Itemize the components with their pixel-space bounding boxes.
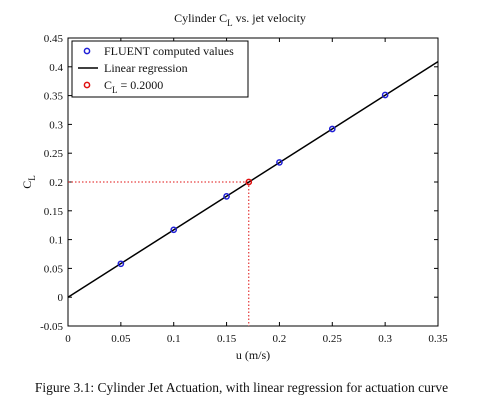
axis-ticks: 0 0.05 0.1 0.15 0.2 0.25 0.3 0.35-0.0500.050.10… <box>40 33 448 345</box>
y-tick-label: 0.05 <box>44 263 64 275</box>
y-tick-label: 0.2 <box>49 177 63 189</box>
x-tick-label: 0 <box>65 333 71 345</box>
chart-title: Cylinder CL vs. jet velocity <box>174 11 306 28</box>
data-point-fluent <box>328 125 336 133</box>
data-point-fluent <box>276 159 283 166</box>
legend: FLUENT computed values Linear regression… <box>71 40 249 98</box>
y-tick-label: 0.45 <box>44 33 64 45</box>
x-tick-label: 0.2 <box>273 333 287 345</box>
legend-box <box>71 40 249 98</box>
legend-marker-fluent <box>83 47 91 55</box>
y-tick-label: 0.3 <box>49 119 63 131</box>
y-tick-label: 0 <box>58 292 64 304</box>
legend-marker-cl <box>83 81 91 89</box>
y-tick-label: 0.15 <box>44 206 64 218</box>
x-axis-label: u (m/s) <box>236 348 270 362</box>
x-tick-label: 0.1 <box>167 333 181 345</box>
chart: Cylinder CL vs. jet velocity 0 0.05 0.1 0.1… <box>20 11 448 362</box>
x-tick-label: 0.05 <box>111 333 131 345</box>
data-point-fluent <box>117 260 125 268</box>
y-tick-label: 0.4 <box>49 62 63 74</box>
x-tick-label: 0.25 <box>323 333 343 345</box>
legend-label-cl: CL = 0.2000 <box>104 78 163 95</box>
figure-caption: Figure 3.1: Cylinder Jet Actuation, with… <box>34 380 449 395</box>
data-point-fluent <box>170 226 178 234</box>
data-point-fluent <box>223 193 230 200</box>
x-tick-label: 0.35 <box>428 333 448 345</box>
y-tick-label: 0.1 <box>49 235 63 247</box>
guide-lines <box>68 181 250 326</box>
y-tick-label: 0.25 <box>44 148 64 160</box>
y-axis-label: CL <box>20 175 37 189</box>
regression-line-layer <box>67 60 439 298</box>
legend-label-fluent: FLUENT computed values <box>104 44 234 58</box>
x-tick-label: 0.3 <box>378 333 392 345</box>
marker-layer <box>117 91 389 268</box>
x-tick-label: 0.15 <box>217 333 237 345</box>
data-point-cl <box>245 178 253 186</box>
y-tick-label: -0.05 <box>40 321 63 333</box>
regression-line <box>67 60 439 298</box>
y-tick-label: 0.35 <box>44 91 64 103</box>
data-point-fluent <box>381 91 389 99</box>
legend-label-regression: Linear regression <box>104 61 188 75</box>
